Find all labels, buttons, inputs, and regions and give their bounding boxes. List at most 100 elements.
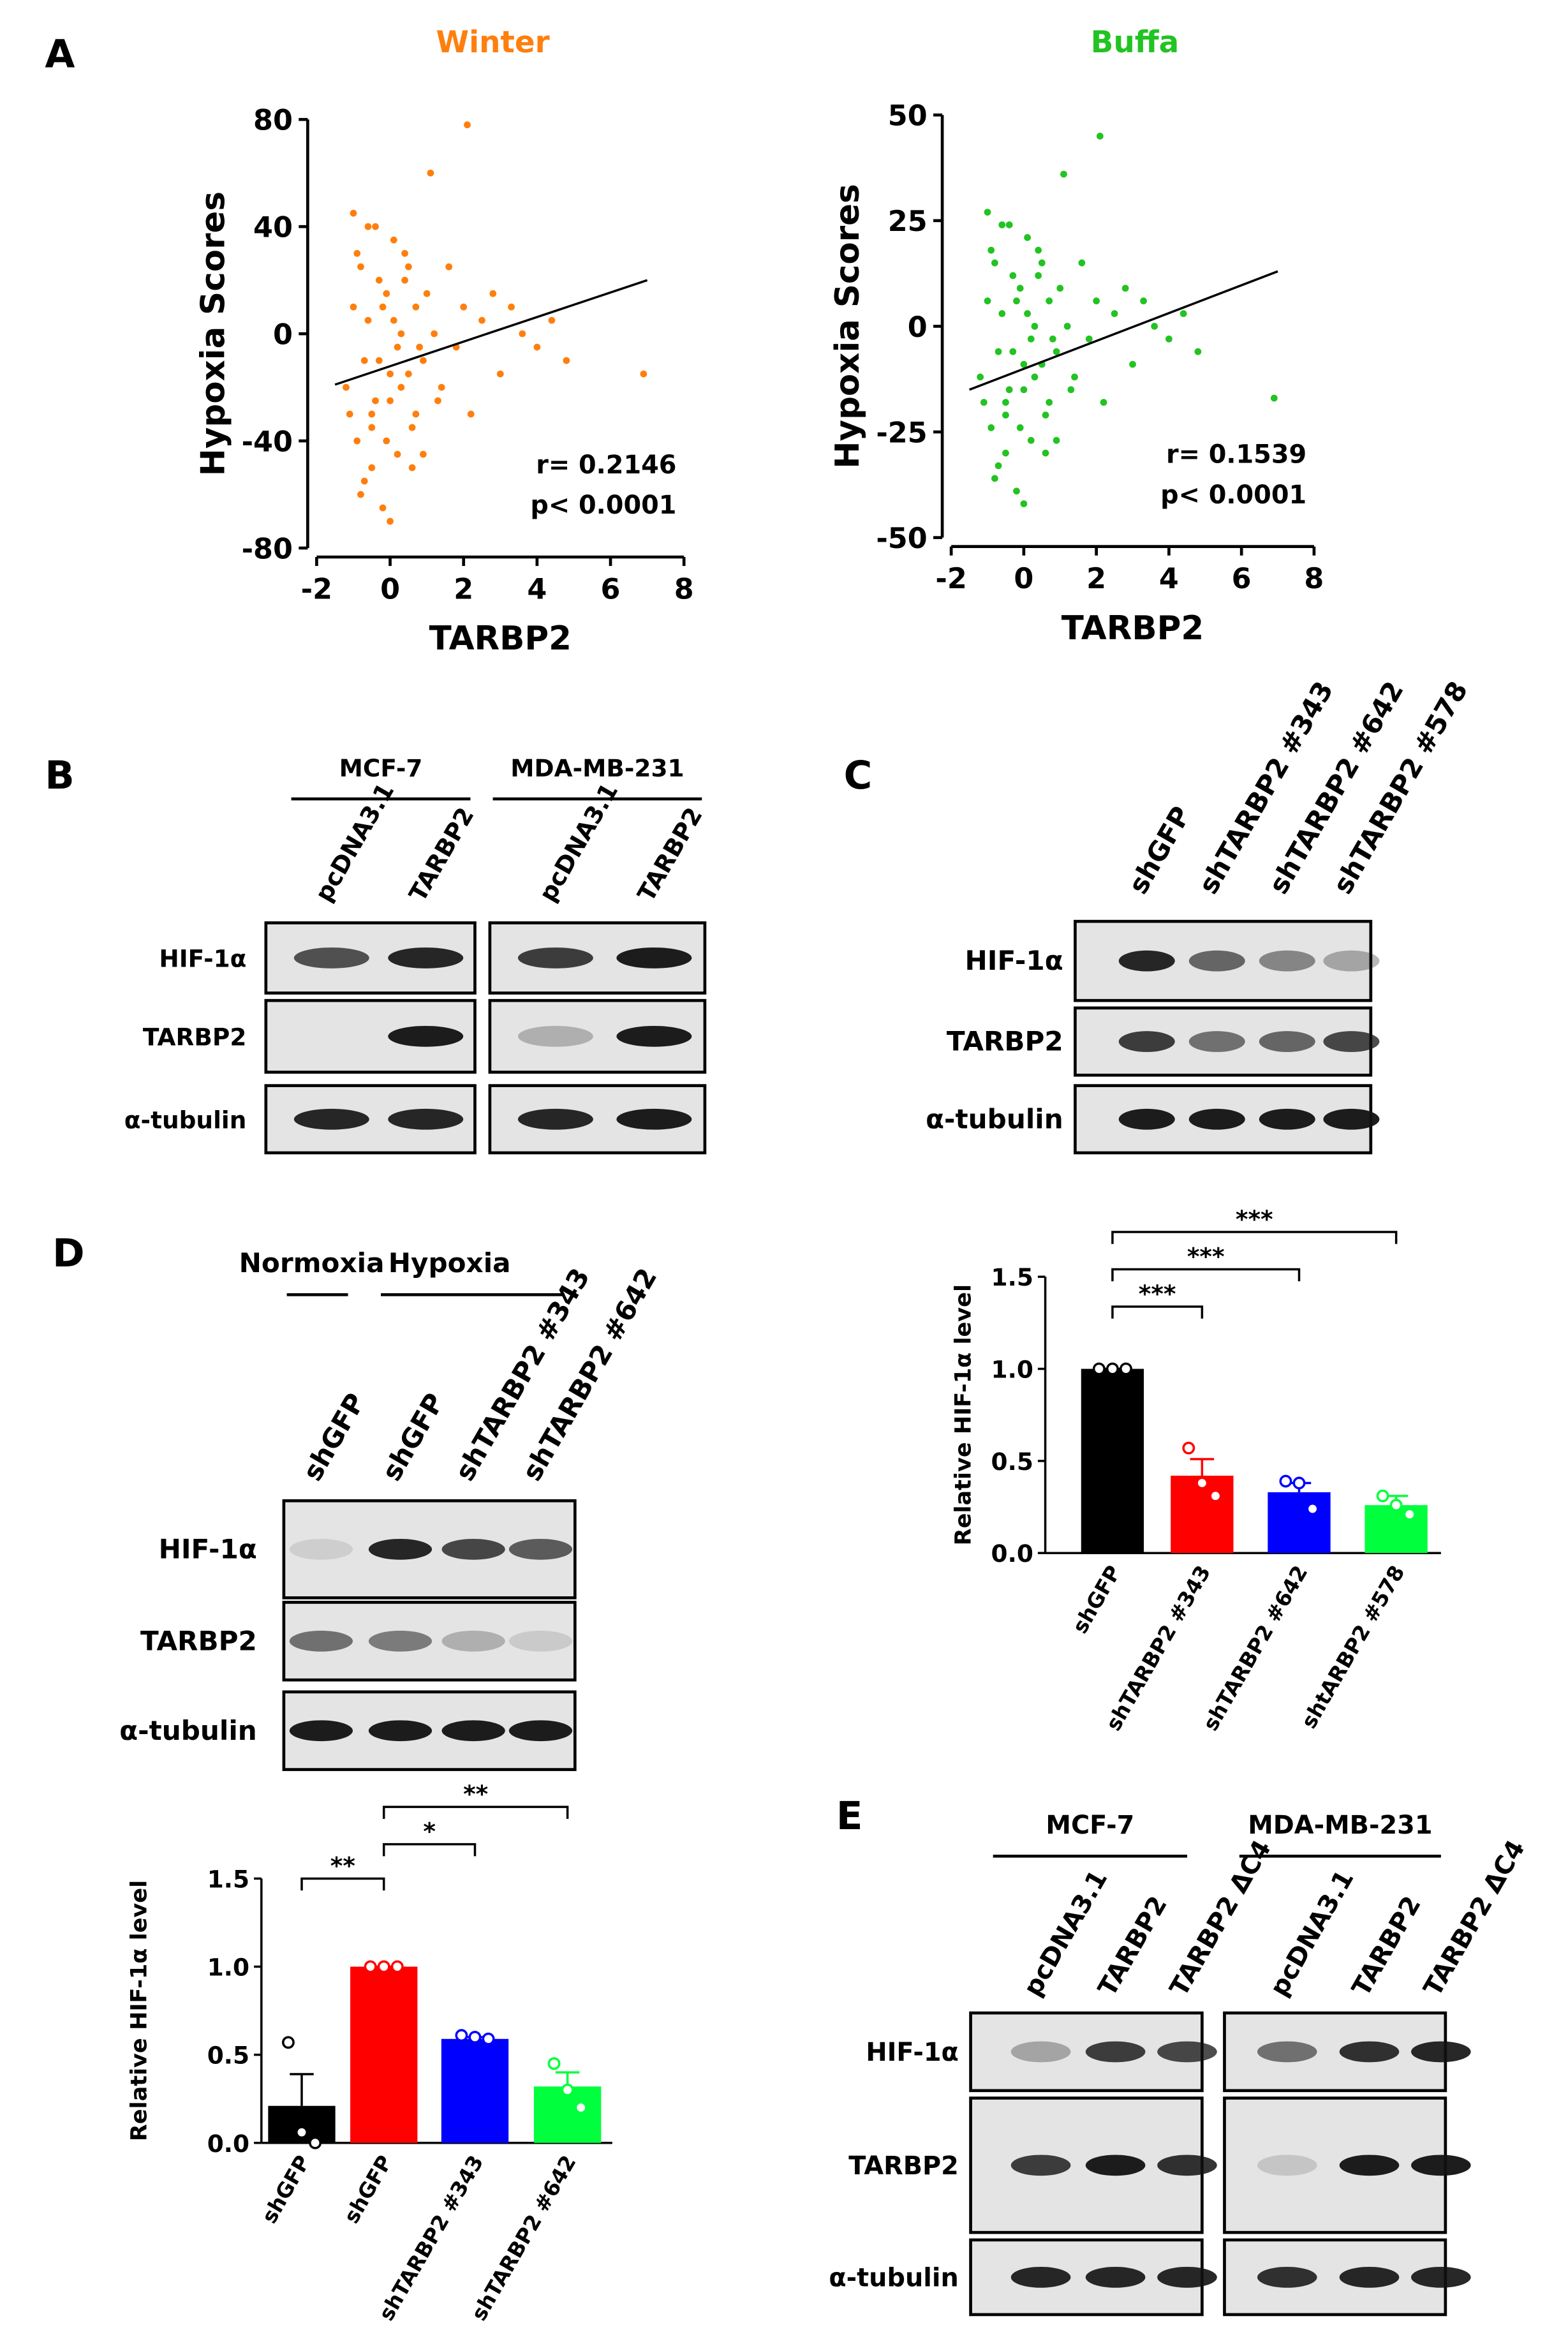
lane-label: pcDNA3.1 bbox=[309, 778, 399, 907]
scatter-point bbox=[1024, 234, 1031, 241]
y-tick-label: 0.0 bbox=[991, 1539, 1033, 1568]
scatter-point bbox=[1085, 335, 1093, 343]
y-tick-label: 0.5 bbox=[991, 1448, 1033, 1476]
blot-band bbox=[289, 1630, 353, 1652]
scatter-point bbox=[640, 370, 647, 378]
blot-band bbox=[1085, 2155, 1146, 2176]
y-tick-label: 25 bbox=[888, 205, 928, 238]
blot-band bbox=[1010, 2041, 1071, 2063]
y-tick-label: -40 bbox=[242, 426, 293, 458]
y-axis-label: Hypoxia Scores bbox=[194, 191, 232, 476]
group-label: MDA-MB-231 bbox=[1248, 1811, 1432, 1840]
x-tick-label: 6 bbox=[601, 574, 621, 606]
blot-band bbox=[616, 947, 692, 968]
data-point bbox=[377, 1960, 390, 1973]
blot-band bbox=[368, 1630, 433, 1652]
scatter-point bbox=[408, 464, 416, 471]
scatter-point bbox=[387, 517, 394, 525]
x-tick-label: 8 bbox=[674, 574, 694, 606]
lane-label: shGFP bbox=[376, 1388, 450, 1486]
y-axis-label: Relative HIF-1α level bbox=[950, 1284, 977, 1545]
data-point bbox=[561, 2083, 574, 2096]
significance-bracket bbox=[382, 1843, 477, 1857]
scatter-point bbox=[343, 383, 350, 391]
scatter-point bbox=[1071, 373, 1078, 381]
y-axis-label: Hypoxia Scores bbox=[829, 184, 867, 468]
significance-label: * bbox=[423, 1818, 436, 1846]
scatter-point bbox=[1016, 424, 1024, 431]
data-point bbox=[309, 2136, 322, 2149]
scatter-point bbox=[998, 221, 1006, 228]
blot-band bbox=[1188, 1108, 1245, 1130]
blot-band bbox=[508, 1538, 573, 1560]
panel-label: A bbox=[45, 32, 75, 77]
scatter-point bbox=[1013, 297, 1020, 305]
blot-band bbox=[1010, 2155, 1071, 2176]
scatter-point bbox=[467, 410, 475, 418]
scatter-point bbox=[496, 370, 504, 378]
scatter-point bbox=[1031, 373, 1039, 381]
row-label: HIF-1α bbox=[866, 2038, 959, 2067]
data-point bbox=[547, 2057, 561, 2070]
scatter-point bbox=[1042, 412, 1049, 419]
scatter-point bbox=[1053, 348, 1060, 355]
lane-label: shGFP bbox=[297, 1388, 371, 1486]
scatter-point bbox=[372, 223, 379, 230]
scatter-point bbox=[353, 437, 361, 445]
scatter-point bbox=[984, 297, 991, 305]
scatter-point bbox=[478, 316, 485, 324]
lane-label: pcDNA3.1 bbox=[1264, 1866, 1360, 2001]
scatter-point bbox=[404, 370, 412, 378]
bar bbox=[350, 1966, 418, 2143]
scatter-point bbox=[1129, 360, 1136, 368]
blot-band bbox=[1085, 2041, 1146, 2063]
bar bbox=[1365, 1505, 1428, 1554]
row-label: TARBP2 bbox=[140, 1625, 257, 1656]
blot-band bbox=[616, 1108, 692, 1130]
x-tick-label: 8 bbox=[1304, 563, 1324, 595]
scatter-point bbox=[1100, 399, 1107, 406]
scatter-point bbox=[387, 397, 394, 404]
data-point bbox=[281, 2036, 295, 2049]
scatter-point bbox=[357, 491, 364, 498]
data-point bbox=[1292, 1476, 1306, 1490]
x-tick-label: -2 bbox=[935, 563, 966, 595]
y-tick-label: -50 bbox=[876, 523, 927, 555]
blot-band bbox=[1323, 1031, 1380, 1052]
bar bbox=[1268, 1492, 1331, 1554]
scatter-point bbox=[1078, 259, 1086, 267]
blot-band bbox=[388, 1108, 464, 1130]
blot-band bbox=[1411, 2041, 1471, 2063]
scatter-point bbox=[1056, 285, 1064, 292]
scatter-point bbox=[1024, 310, 1031, 317]
blot-band bbox=[508, 1630, 573, 1652]
lane-label: TARBP2 bbox=[1093, 1891, 1173, 2001]
scatter-point bbox=[1009, 272, 1017, 279]
scatter-point bbox=[984, 209, 991, 216]
y-tick-label: 0.5 bbox=[207, 2042, 249, 2070]
scatter-point bbox=[390, 316, 397, 324]
blot-band bbox=[368, 1538, 433, 1560]
scatter-point bbox=[408, 424, 416, 431]
scatter-point bbox=[387, 370, 394, 378]
x-tick-label: shTARBP2 #343 bbox=[374, 2151, 488, 2325]
blot-band bbox=[1188, 950, 1245, 972]
scatter-point bbox=[1020, 360, 1028, 368]
data-point bbox=[1106, 1362, 1119, 1376]
blot-band bbox=[1257, 2266, 1317, 2288]
scatter-point bbox=[427, 169, 434, 177]
scatter-point bbox=[1005, 386, 1013, 394]
error-bar bbox=[290, 2073, 314, 2106]
annotation: r= 0.2146 bbox=[536, 450, 676, 480]
data-point bbox=[1306, 1502, 1319, 1515]
y-tick-label: -25 bbox=[876, 417, 927, 449]
data-point bbox=[482, 2032, 495, 2045]
scatter-point bbox=[1093, 297, 1100, 305]
y-tick-label: 0.0 bbox=[207, 2130, 249, 2158]
data-point bbox=[295, 2126, 308, 2139]
chart-title: Winter bbox=[436, 26, 550, 60]
blot-band bbox=[1257, 2155, 1317, 2176]
row-label: α-tubulin bbox=[926, 1103, 1063, 1134]
scatter-point bbox=[360, 477, 368, 485]
x-axis-label: TARBP2 bbox=[1061, 609, 1204, 648]
